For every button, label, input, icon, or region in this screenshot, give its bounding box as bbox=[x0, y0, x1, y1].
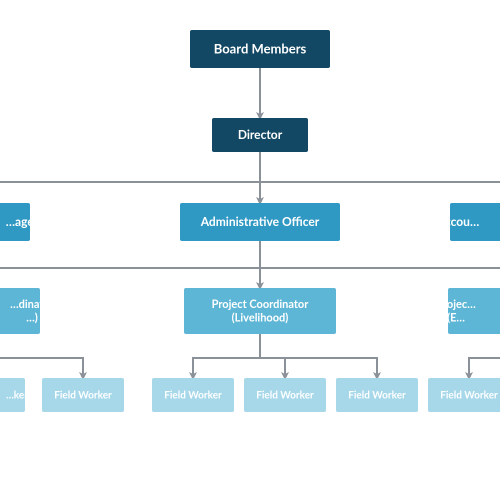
node-fw1: …ker bbox=[0, 378, 28, 412]
node-director: Director bbox=[212, 118, 308, 152]
node-label: Field Worker bbox=[256, 390, 314, 402]
node-board: Board Members bbox=[190, 30, 330, 68]
node-label: (Livelihood) bbox=[232, 312, 289, 325]
node-fw2: Field Worker bbox=[42, 378, 124, 412]
edge-pc3-fw6 bbox=[469, 334, 500, 378]
node-accts: Accou… bbox=[436, 203, 500, 241]
node-pc2: Project Coordinator(Livelihood) bbox=[184, 288, 336, 334]
node-pc1: …dinator…) bbox=[0, 288, 55, 334]
node-fw6: Field Worker bbox=[428, 378, 500, 412]
node-label: Field Worker bbox=[164, 390, 222, 402]
node-label: Board Members bbox=[214, 40, 307, 56]
node-label: Projec… bbox=[436, 298, 476, 311]
node-label: …ager bbox=[6, 214, 39, 229]
node-label: …ker bbox=[6, 390, 28, 402]
node-label: Accou… bbox=[436, 214, 479, 229]
node-label: Administrative Officer bbox=[200, 214, 320, 229]
edge-pc2-fw5 bbox=[260, 334, 377, 378]
node-fw3: Field Worker bbox=[152, 378, 234, 412]
node-label: Project Coordinator bbox=[212, 298, 310, 311]
node-label: Field Worker bbox=[54, 390, 112, 402]
edge-admin-pc1 bbox=[0, 241, 260, 288]
node-admin: Administrative Officer bbox=[180, 203, 340, 241]
edge-director-mgr bbox=[0, 152, 260, 203]
edge-pc2-fw3 bbox=[193, 334, 260, 378]
node-label: Field Worker bbox=[440, 390, 498, 402]
nodes-layer: Board Members Director …ager Administrative… bbox=[0, 30, 500, 412]
node-label: …dinator bbox=[10, 298, 55, 311]
edge-pc2-fw4 bbox=[260, 334, 285, 378]
org-chart: Board Members Director …ager Administrative… bbox=[0, 0, 500, 500]
edge-admin-pc3 bbox=[260, 241, 500, 288]
edge-pc1-fw2 bbox=[0, 334, 83, 378]
node-label: Director bbox=[238, 127, 283, 142]
edge-director-accts bbox=[260, 152, 500, 203]
node-pc3: Projec…(E… bbox=[436, 288, 500, 334]
node-mgr: …ager bbox=[0, 203, 39, 241]
node-label: Field Worker bbox=[348, 390, 406, 402]
node-label: (E… bbox=[447, 312, 465, 325]
node-fw4: Field Worker bbox=[244, 378, 326, 412]
node-fw5: Field Worker bbox=[336, 378, 418, 412]
node-label: …) bbox=[26, 312, 38, 325]
